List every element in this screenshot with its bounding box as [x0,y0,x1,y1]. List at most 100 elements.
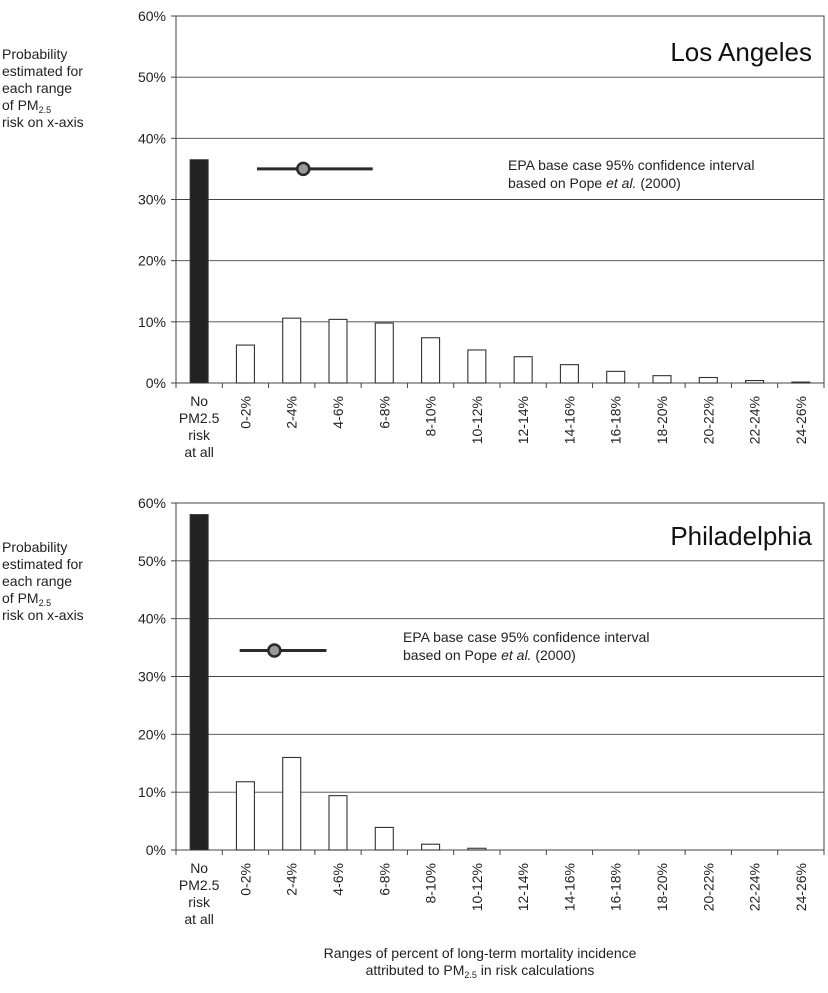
ylabel-la-line4-text: of PM [2,97,39,113]
x-label-la-3: 4-6% [330,396,346,429]
bar-phl-4 [374,826,394,851]
chart-title-phl: Philadelphia [670,521,812,551]
bar-la-11 [698,376,718,384]
ylabel-phl: Probability estimated for each range of … [2,539,114,624]
annotation-line2-la: based on Pope et al. (2000) [508,175,681,191]
annotation-line2-italic-la: et al. [606,175,636,191]
x-label-phl-1: 0-2% [237,863,253,896]
y-tick-label-la: 40% [138,130,166,146]
x-axis-caption: Ranges of percent of long-term mortality… [200,945,760,980]
chart-title-la: Los Angeles [670,37,812,67]
y-tick-label-la: 50% [138,69,166,85]
annotation-line2-prefix-la: based on Pope [508,175,606,191]
x-label-la-0-line3: at all [184,444,214,460]
annotation-line2-prefix-phl: based on Pope [403,647,501,663]
y-tick-label-phl: 60% [138,495,166,511]
annotation-line2-suffix-phl: (2000) [531,647,575,663]
bar-phl-5 [421,843,441,851]
y-tick-label-la: 60% [138,8,166,24]
bar-la-5 [421,337,441,384]
x-label-phl-2: 2-4% [284,863,300,896]
y-tick-label-phl: 0% [146,842,166,858]
ylabel-phl-line3: each range [2,573,73,589]
annotation-line1-la: EPA base case 95% confidence interval [508,157,754,173]
x-label-la-9: 16-18% [608,396,624,444]
x-label-phl-11: 20-22% [700,863,716,911]
bar-la-2 [282,317,302,384]
ylabel-la-line2: estimated for [2,63,83,79]
x-label-phl-0-line0: No [190,860,208,876]
x-label-la-0-line0: No [190,393,208,409]
bar-la-4 [374,322,394,384]
bar-la-10 [652,375,672,384]
x-label-phl-8: 14-16% [561,863,577,911]
ylabel-la: Probability estimated for each range of … [2,46,114,131]
y-tick-label-phl: 20% [138,726,166,742]
ylabel-phl-line4-text: of PM [2,590,39,606]
bar-phl-3 [328,795,348,851]
y-tick-label-la: 20% [138,253,166,269]
x-label-la-5: 8-10% [423,396,439,436]
ci-marker-la [296,161,311,177]
ylabel-la-line5: risk on x-axis [2,114,84,130]
x-label-phl-5: 8-10% [423,863,439,903]
y-tick-label-phl: 30% [138,669,166,685]
ylabel-la-line4-sub: 2.5 [38,105,52,115]
x-caption-line1: Ranges of percent of long-term mortality… [323,945,637,961]
y-tick-label-phl: 50% [138,553,166,569]
bar-la-3 [328,318,348,384]
x-label-phl-9: 16-18% [608,863,624,911]
ylabel-phl-line2: estimated for [2,556,83,572]
bar-phl-1 [235,781,255,851]
y-tick-label-la: 0% [146,375,166,391]
x-caption-line2: attributed to PM2.5 in risk calculations [200,962,760,980]
x-caption-line2-suffix: in risk calculations [476,962,595,978]
y-tick-label-phl: 10% [138,784,166,800]
x-label-phl-12: 22-24% [747,863,763,911]
x-label-la-13: 24-26% [793,396,809,444]
x-label-la-10: 18-20% [654,396,670,444]
bar-la-8 [559,364,579,384]
x-label-la-7: 12-14% [515,396,531,444]
ylabel-phl-line1: Probability [2,539,68,555]
annotation-line2-suffix-la: (2000) [636,175,680,191]
ylabel-phl-line4-sub: 2.5 [38,598,52,608]
x-label-la-2: 2-4% [284,396,300,429]
bar-la-9 [606,370,626,384]
ylabel-la-line4: of PM2.5 [2,97,114,115]
y-tick-label-la: 30% [138,192,166,208]
x-label-phl-0-line2: risk [188,894,211,910]
annotation-line1-phl: EPA base case 95% confidence interval [403,629,649,645]
x-label-la-6: 10-12% [469,396,485,444]
x-label-phl-7: 12-14% [515,863,531,911]
bar-la-7 [513,356,533,384]
x-label-la-1: 0-2% [237,396,253,429]
bar-la-1 [235,344,255,384]
x-label-la-12: 22-24% [747,396,763,444]
x-label-la-0-line2: risk [188,427,211,443]
x-label-la-4: 6-8% [376,396,392,429]
bar-phl-0 [189,514,209,851]
x-label-phl-13: 24-26% [793,863,809,911]
x-label-phl-6: 10-12% [469,863,485,911]
x-label-la-0-line1: PM2.5 [179,410,220,426]
ci-marker-phl [267,643,282,658]
x-label-phl-10: 18-20% [654,863,670,911]
x-label-la-11: 20-22% [700,396,716,444]
ylabel-la-line1: Probability [2,46,68,62]
x-label-phl-0-line3: at all [184,911,214,927]
x-label-phl-4: 6-8% [376,863,392,896]
bar-la-13 [791,381,811,384]
annotation-line2-phl: based on Pope et al. (2000) [403,647,576,663]
bar-phl-6 [467,847,487,851]
bar-la-12 [745,380,765,384]
ylabel-la-line3: each range [2,80,73,96]
x-label-la-8: 14-16% [561,396,577,444]
x-caption-line2-sub: 2.5 [464,970,477,980]
bar-la-0 [189,159,209,384]
bar-phl-2 [282,756,302,851]
x-caption-line2-prefix: attributed to PM [365,962,465,978]
